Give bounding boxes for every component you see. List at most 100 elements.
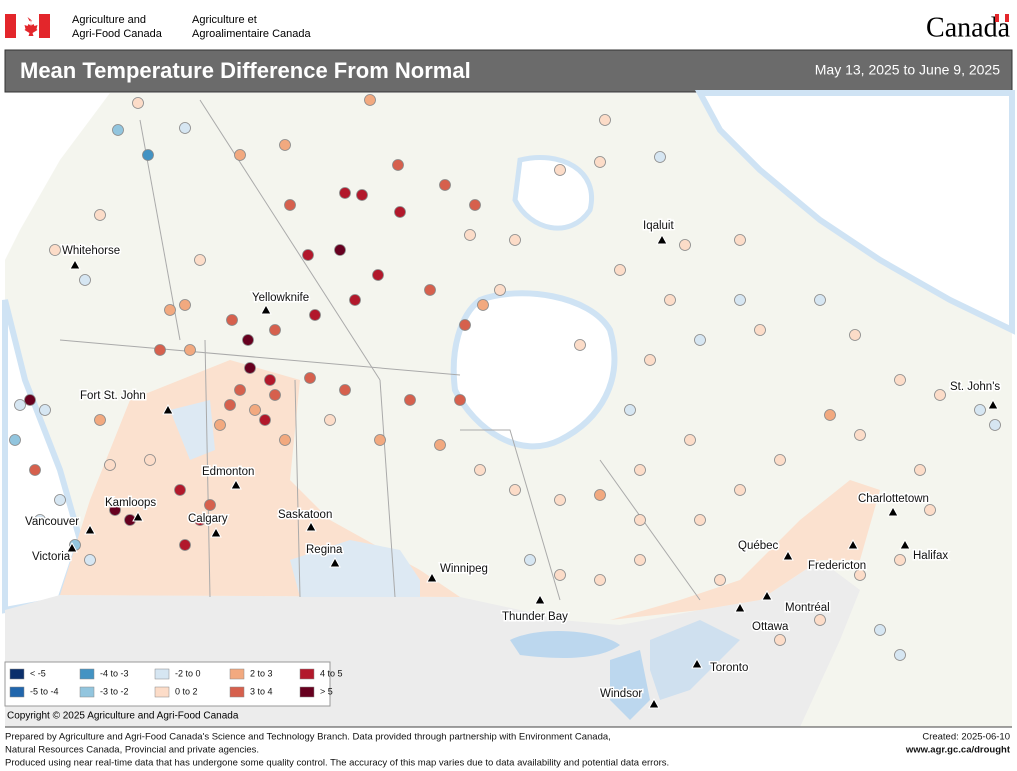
- station-dot: [594, 489, 606, 501]
- station-dot: [144, 454, 156, 466]
- station-dot: [372, 269, 384, 281]
- station-dot: [24, 394, 36, 406]
- station-dot: [924, 504, 936, 516]
- boundary: [294, 379, 301, 598]
- station-dot: [9, 434, 21, 446]
- legend-swatch: [299, 668, 315, 680]
- city-label: Edmonton: [202, 466, 254, 478]
- station-dot: [854, 569, 866, 581]
- station-dot: [524, 554, 536, 566]
- station-dot: [339, 187, 351, 199]
- station-dot: [624, 404, 636, 416]
- station-dot: [109, 504, 121, 516]
- boundary: [199, 99, 381, 381]
- legend-label: 3 to 4: [250, 686, 273, 696]
- city-marker: [899, 538, 911, 550]
- cool-region: [290, 540, 420, 597]
- city-marker: [230, 478, 242, 490]
- city-marker: [847, 538, 859, 550]
- legend-label: 0 to 2: [175, 686, 198, 696]
- footer-note: Natural Resources Canada, Provincial and…: [5, 745, 259, 756]
- station-dot: [84, 554, 96, 566]
- city-label: Fredericton: [808, 560, 866, 572]
- station-dot: [679, 239, 691, 251]
- city-marker: [210, 526, 222, 538]
- station-dot: [356, 189, 368, 201]
- city-label: Ottawa: [752, 621, 789, 633]
- city-marker: [782, 549, 794, 561]
- url: www.agr.gc.ca/drought: [905, 745, 1011, 756]
- station-dot: [29, 464, 41, 476]
- station-dot: [574, 339, 586, 351]
- station-dot: [14, 399, 26, 411]
- city-label: Victoria: [32, 551, 71, 563]
- stations: [9, 94, 1001, 661]
- station-dot: [614, 264, 626, 276]
- map: [1, 90, 1015, 727]
- station-dot: [734, 484, 746, 496]
- dept-en: Agriculture and: [72, 14, 146, 26]
- legend-label: < -5: [30, 668, 46, 678]
- station-dot: [324, 414, 336, 426]
- station-dot: [34, 514, 46, 526]
- city-marker: [69, 258, 81, 270]
- station-dot: [734, 294, 746, 306]
- station-dot: [469, 199, 481, 211]
- station-dot: [477, 299, 489, 311]
- city-label: St. John's: [950, 381, 1000, 393]
- city-label: Saskatoon: [278, 509, 332, 521]
- wordmark-flag: [1005, 14, 1009, 22]
- city-marker: [734, 601, 746, 613]
- station-dot: [974, 404, 986, 416]
- station-dot: [404, 394, 416, 406]
- city-label: Calgary: [188, 513, 228, 525]
- date-range: May 13, 2025 to June 9, 2025: [815, 62, 1000, 78]
- city-label: Charlottetown: [858, 493, 929, 505]
- station-dot: [694, 514, 706, 526]
- copyright: Copyright © 2025 Agriculture and Agri-Fo…: [7, 711, 239, 722]
- station-dot: [132, 97, 144, 109]
- station-dot: [894, 649, 906, 661]
- station-dot: [349, 294, 361, 306]
- header: Agriculture and Agri-Food Canada Agricul…: [5, 12, 1011, 43]
- city-marker: [761, 589, 773, 601]
- station-dot: [774, 634, 786, 646]
- dept-fr: Agroalimentaire Canada: [192, 28, 312, 40]
- lake: [650, 620, 740, 700]
- station-dot: [914, 464, 926, 476]
- station-dot: [54, 494, 66, 506]
- cool-region: [170, 400, 215, 460]
- city-label: Winnipeg: [440, 563, 488, 575]
- warm-region: [60, 360, 460, 597]
- station-dot: [79, 274, 91, 286]
- station-dot: [814, 614, 826, 626]
- station-dot: [154, 344, 166, 356]
- station-dot: [269, 389, 281, 401]
- lake: [510, 630, 620, 658]
- station-dot: [214, 419, 226, 431]
- city-marker: [66, 541, 78, 553]
- boundary: [204, 339, 211, 598]
- station-dot: [204, 499, 216, 511]
- station-dot: [439, 179, 451, 191]
- station-dot: [774, 454, 786, 466]
- station-dot: [104, 459, 116, 471]
- legend-swatch: [229, 686, 245, 698]
- station-dot: [284, 199, 296, 211]
- station-dot: [234, 149, 246, 161]
- city-label: Vancouver: [25, 516, 79, 528]
- station-dot: [554, 494, 566, 506]
- station-dot: [39, 404, 51, 416]
- station-dot: [634, 554, 646, 566]
- station-dot: [49, 244, 61, 256]
- station-dot: [224, 399, 236, 411]
- station-dot: [599, 114, 611, 126]
- boundary: [599, 459, 701, 601]
- station-dot: [554, 164, 566, 176]
- city-marker: [648, 697, 660, 709]
- station-dot: [714, 574, 726, 586]
- legend-label: -2 to 0: [175, 668, 201, 678]
- station-dot: [694, 334, 706, 346]
- city-marker: [426, 571, 438, 583]
